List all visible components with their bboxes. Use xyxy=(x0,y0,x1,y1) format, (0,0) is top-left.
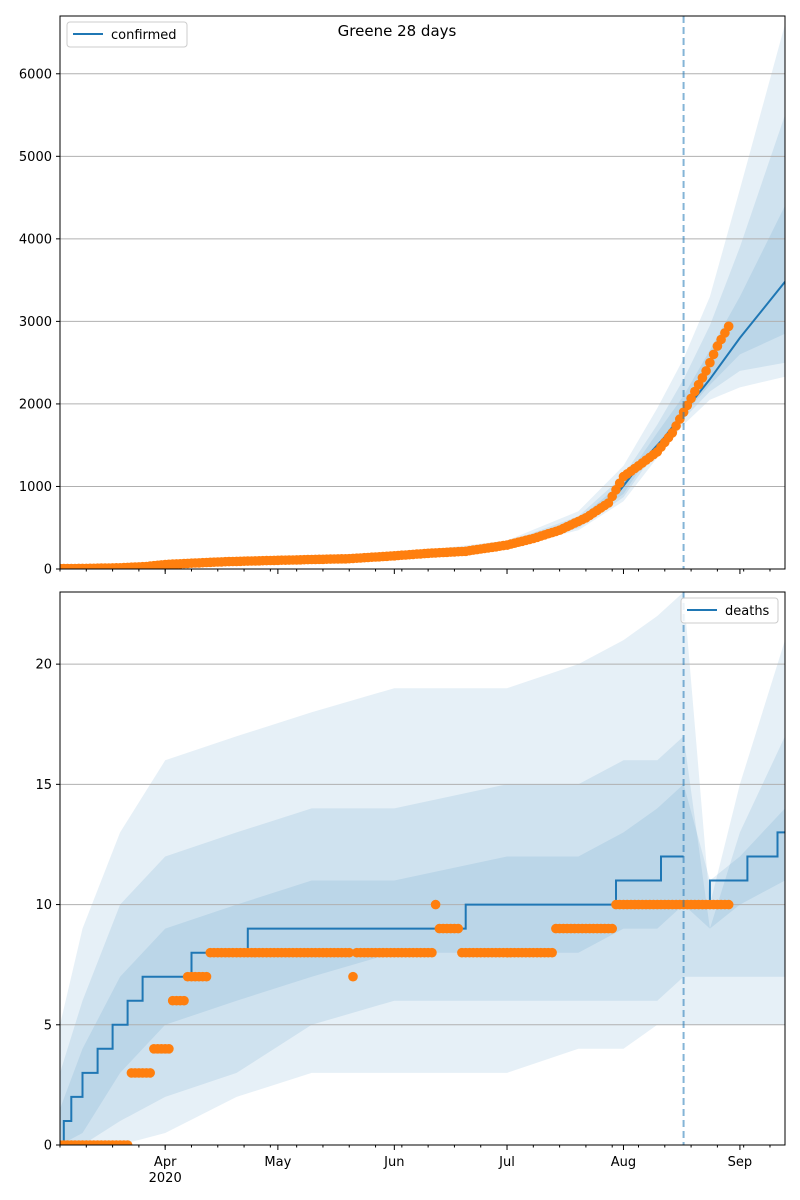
y-tick-label: 2000 xyxy=(19,397,52,412)
observed-point xyxy=(723,899,734,910)
confirmed-y-ticks: 0 1000 2000 3000 4000 5000 6000 xyxy=(19,67,60,578)
deaths-bands xyxy=(60,592,785,1145)
y-tick-label: 0 xyxy=(44,563,52,578)
legend-label-deaths: deaths xyxy=(725,604,770,619)
observed-point xyxy=(344,947,355,958)
uncertainty-band-3 xyxy=(60,784,785,1145)
observed-point xyxy=(705,357,715,368)
y-tick-label: 1000 xyxy=(19,480,52,495)
confirmed-gridlines xyxy=(60,73,785,487)
uncertainty-band-2 xyxy=(60,736,785,1145)
observed-point xyxy=(453,923,464,934)
y-tick-label: 4000 xyxy=(19,232,52,247)
legend-box xyxy=(680,597,779,624)
y-tick-label: 3000 xyxy=(19,315,52,330)
y-tick-label: 10 xyxy=(35,898,52,913)
observed-point xyxy=(701,366,711,376)
observed-point xyxy=(145,1068,155,1078)
observed-point xyxy=(430,899,441,910)
y-tick-label: 20 xyxy=(35,658,52,673)
observed-point xyxy=(723,321,734,332)
x-tick-year-label: 2020 xyxy=(149,1171,182,1186)
confirmed-x-ticks xyxy=(59,569,771,574)
x-tick-label: Aug xyxy=(611,1155,636,1170)
observed-point xyxy=(164,1044,174,1054)
y-tick-label: 5000 xyxy=(19,150,52,165)
y-tick-label: 0 xyxy=(44,1139,52,1154)
deaths-legend: deaths xyxy=(680,597,779,624)
confirmed-observed-points xyxy=(60,321,734,569)
observed-point xyxy=(348,971,358,982)
confirmed-legend: confirmed xyxy=(66,21,188,48)
uncertainty-band-1 xyxy=(60,592,785,1145)
observed-point xyxy=(708,349,719,360)
legend-label-confirmed: confirmed xyxy=(111,28,177,43)
x-tick-label: Apr xyxy=(154,1155,177,1170)
confirmed-panel: 0 1000 2000 3000 4000 5000 6000 Greene 28 days… xyxy=(19,15,786,578)
y-tick-label: 6000 xyxy=(19,67,52,82)
legend-box xyxy=(66,21,188,48)
y-tick-label: 5 xyxy=(44,1018,52,1033)
observed-point xyxy=(607,923,617,934)
observed-point xyxy=(547,947,557,958)
observed-point xyxy=(427,947,437,958)
deaths-y-ticks: 0 5 10 15 20 xyxy=(35,658,60,1154)
x-tick-label: Jun xyxy=(383,1155,404,1170)
y-tick-label: 15 xyxy=(35,778,52,793)
x-tick-label: Sep xyxy=(728,1155,753,1170)
figure-title: Greene 28 days xyxy=(338,22,457,40)
x-tick-label: May xyxy=(264,1155,291,1170)
observed-point xyxy=(179,995,189,1006)
deaths-axes-frame xyxy=(59,591,786,1146)
deaths-observed-points xyxy=(60,899,734,1145)
observed-point xyxy=(122,1140,133,1145)
observed-point xyxy=(201,971,212,982)
confirmed-axes-frame xyxy=(59,15,786,570)
x-tick-label: Jul xyxy=(498,1155,515,1170)
